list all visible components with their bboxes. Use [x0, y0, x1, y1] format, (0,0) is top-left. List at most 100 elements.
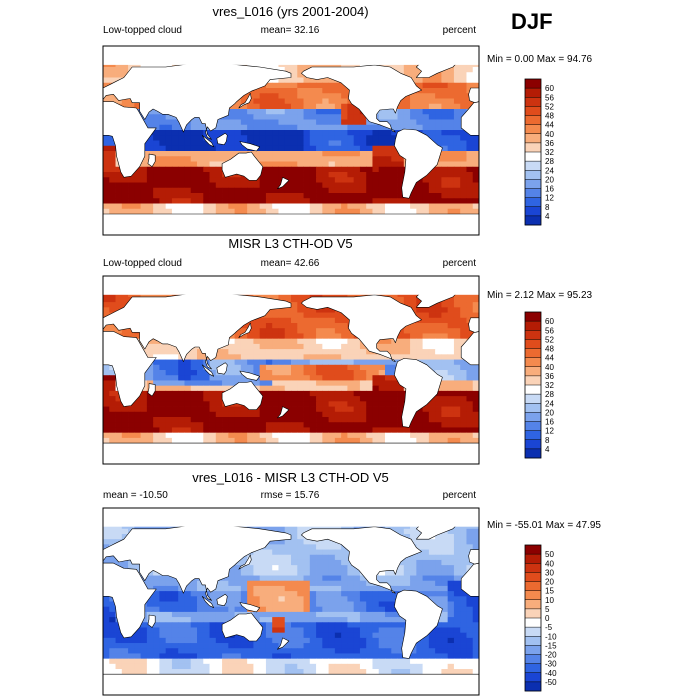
- colorbar-swatch: [525, 188, 541, 198]
- colorbar-swatch: [525, 339, 541, 349]
- colorbar-tick-label: 24: [545, 399, 554, 408]
- colorbar-swatch: [525, 581, 541, 591]
- colorbar-tick-label: 16: [545, 185, 554, 194]
- colorbar-tick-label: 48: [545, 345, 554, 354]
- colorbar-swatch: [525, 572, 541, 582]
- colorbar-tick-label: 20: [545, 578, 554, 587]
- coastline: [201, 364, 214, 377]
- coastline: [301, 526, 422, 594]
- coastline: [468, 317, 480, 333]
- colorbar-swatch: [525, 142, 541, 153]
- land-mask: [102, 291, 480, 465]
- colorbar-tick-label: 52: [545, 335, 554, 344]
- coastline: [394, 128, 443, 199]
- colorbar-swatch: [525, 654, 541, 664]
- coastline: [239, 370, 260, 381]
- colorbar-swatch: [525, 197, 541, 208]
- colorbar-swatch: [525, 554, 541, 564]
- colorbar-tick-label: 40: [545, 363, 554, 372]
- coastline: [216, 132, 228, 145]
- colorbar-swatch: [525, 357, 541, 368]
- colorbar-tick-label: -10: [545, 632, 557, 641]
- colorbar-tick-label: 4: [545, 445, 550, 454]
- colorbar-tick-label: 8: [545, 203, 550, 212]
- coastline: [102, 292, 292, 370]
- colorbar-swatch: [525, 152, 541, 162]
- colorbar-swatch: [525, 124, 541, 135]
- colorbar-tick-label: 36: [545, 139, 554, 148]
- colorbar-swatch: [525, 412, 541, 422]
- colorbar-tick-label: 12: [545, 194, 554, 203]
- colorbar-swatch: [525, 348, 541, 358]
- colorbar-tick-label: -30: [545, 660, 557, 669]
- colorbar-swatch: [525, 312, 541, 322]
- colorbar-swatch: [525, 681, 541, 692]
- panel-1-units-label: percent: [442, 25, 476, 36]
- coastline: [239, 602, 260, 613]
- panel-1-map: [102, 45, 480, 236]
- colorbar-tick-label: 36: [545, 372, 554, 381]
- land-mask: [102, 61, 480, 236]
- colorbar-swatch: [525, 375, 541, 386]
- panel-3-units-label: percent: [442, 490, 476, 501]
- colorbar-tick-label: 5: [545, 605, 550, 614]
- coastline: [239, 141, 260, 152]
- coastline: [221, 151, 264, 181]
- colorbar-swatch: [525, 97, 541, 107]
- colorbar-tick-label: -50: [545, 678, 557, 687]
- panel-2-mean-label: mean= 42.66: [260, 258, 320, 269]
- colorbar-swatch: [525, 608, 541, 619]
- panel-2-units-label: percent: [442, 258, 476, 269]
- colorbar-tick-label: 4: [545, 212, 550, 221]
- coastline: [147, 383, 156, 397]
- coastline: [102, 62, 292, 140]
- colorbar-swatch: [525, 206, 541, 217]
- coastline: [277, 637, 290, 650]
- coastline: [102, 562, 157, 639]
- colorbar-tick-label: 15: [545, 587, 554, 596]
- coastline: [216, 362, 228, 375]
- colorbar-swatch: [525, 545, 541, 555]
- colorbar-tick-label: 40: [545, 559, 554, 568]
- coastline: [102, 331, 157, 407]
- coastline: [216, 593, 228, 606]
- colorbar-tick-label: 60: [545, 317, 554, 326]
- colorbar-tick-label: 44: [545, 354, 554, 363]
- coastline: [102, 101, 157, 178]
- coastline: [238, 322, 252, 338]
- map-frame: [102, 45, 480, 236]
- colorbar-swatch: [525, 403, 541, 413]
- colorbar-swatch: [525, 645, 541, 655]
- coastline: [147, 614, 156, 628]
- colorbar-swatch: [525, 672, 541, 683]
- panel-2-title: MISR L3 CTH-OD V5: [228, 236, 353, 251]
- colorbar-swatch: [525, 88, 541, 98]
- colorbar-swatch: [525, 385, 541, 395]
- colorbar-swatch: [525, 79, 541, 89]
- colorbar-swatch: [525, 215, 541, 226]
- colorbar-swatch: [525, 618, 541, 628]
- panel-1-minmax: Min = 0.00 Max = 94.76: [487, 54, 593, 65]
- colorbar-swatch: [525, 439, 541, 450]
- coastline: [221, 612, 264, 642]
- map-frame: [102, 275, 480, 465]
- colorbar-tick-label: -15: [545, 641, 557, 650]
- coastline: [201, 596, 214, 608]
- colorbar-tick-label: 28: [545, 390, 554, 399]
- colorbar-swatch: [525, 599, 541, 610]
- panel-2-left-label: Low-topped cloud: [103, 258, 182, 269]
- colorbar-tick-label: -20: [545, 651, 557, 660]
- colorbar-tick-label: -5: [545, 623, 553, 632]
- panel-3-mean-label: mean = -10.50: [103, 490, 168, 501]
- colorbar-swatch: [525, 590, 541, 601]
- panel-1-mean-label: mean= 32.16: [260, 25, 320, 36]
- coastline: [394, 589, 443, 659]
- colorbar-tick-label: 8: [545, 436, 550, 445]
- panel-3-map: [102, 507, 480, 696]
- colorbar-tick-label: 10: [545, 596, 554, 605]
- season-label: DJF: [511, 9, 553, 34]
- colorbar-tick-label: 50: [545, 550, 554, 559]
- coastline: [147, 153, 156, 167]
- colorbar-tick-label: 48: [545, 112, 554, 121]
